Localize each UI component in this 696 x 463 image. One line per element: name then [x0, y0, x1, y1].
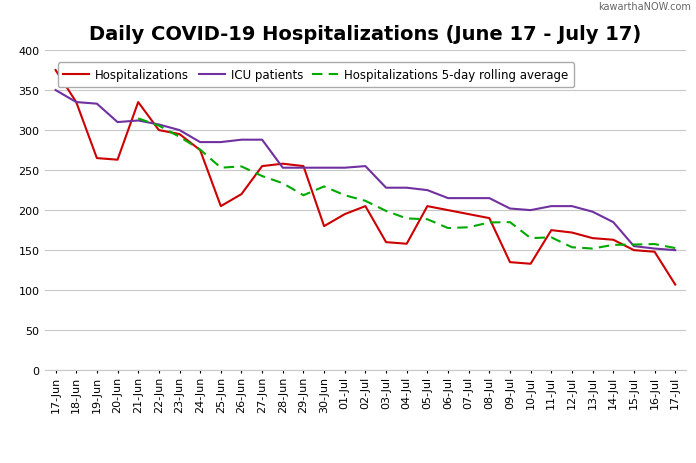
Hospitalizations [609, 238, 617, 243]
Hospitalizations 5-day rolling average [630, 242, 638, 248]
ICU patients [196, 140, 205, 145]
ICU patients [52, 88, 60, 94]
ICU patients [609, 220, 617, 225]
Hospitalizations [630, 248, 638, 253]
Hospitalizations [464, 212, 473, 218]
Hospitalizations 5-day rolling average [155, 124, 163, 129]
Hospitalizations [52, 68, 60, 74]
ICU patients [485, 196, 493, 201]
ICU patients [93, 102, 101, 107]
ICU patients [278, 166, 287, 171]
Hospitalizations [671, 282, 679, 288]
Hospitalizations [216, 204, 225, 209]
Hospitalizations 5-day rolling average [340, 193, 349, 199]
Legend: Hospitalizations, ICU patients, Hospitalizations 5-day rolling average: Hospitalizations, ICU patients, Hospital… [58, 63, 574, 88]
ICU patients [175, 128, 184, 133]
Hospitalizations 5-day rolling average [216, 166, 225, 171]
Title: Daily COVID-19 Hospitalizations (June 17 - July 17): Daily COVID-19 Hospitalizations (June 17… [89, 25, 642, 44]
Hospitalizations 5-day rolling average [444, 226, 452, 232]
Hospitalizations 5-day rolling average [196, 148, 205, 153]
Hospitalizations 5-day rolling average [320, 184, 329, 190]
Hospitalizations 5-day rolling average [382, 209, 390, 214]
ICU patients [155, 122, 163, 128]
Line: Hospitalizations 5-day rolling average: Hospitalizations 5-day rolling average [139, 119, 675, 249]
Hospitalizations 5-day rolling average [588, 246, 596, 252]
ICU patients [72, 100, 81, 106]
Hospitalizations [547, 228, 555, 233]
Hospitalizations 5-day rolling average [485, 220, 493, 226]
Line: Hospitalizations: Hospitalizations [56, 71, 675, 285]
Hospitalizations [72, 100, 81, 106]
Hospitalizations [93, 156, 101, 162]
ICU patients [588, 209, 596, 215]
ICU patients [299, 166, 308, 171]
ICU patients [423, 188, 432, 194]
Hospitalizations [340, 212, 349, 218]
Hospitalizations [155, 128, 163, 133]
Hospitalizations [175, 132, 184, 138]
Hospitalizations 5-day rolling average [361, 199, 370, 204]
Hospitalizations 5-day rolling average [258, 174, 267, 180]
Hospitalizations [402, 241, 411, 247]
Hospitalizations [506, 260, 514, 265]
ICU patients [382, 186, 390, 191]
Hospitalizations 5-day rolling average [299, 193, 308, 199]
Hospitalizations 5-day rolling average [671, 246, 679, 251]
ICU patients [402, 186, 411, 191]
Hospitalizations [423, 204, 432, 209]
ICU patients [671, 248, 679, 253]
Hospitalizations 5-day rolling average [568, 245, 576, 250]
Text: kawarthaNOW.com: kawarthaNOW.com [599, 2, 691, 13]
Hospitalizations 5-day rolling average [278, 181, 287, 187]
Hospitalizations [361, 204, 370, 209]
ICU patients [320, 166, 329, 171]
ICU patients [444, 196, 452, 201]
ICU patients [258, 138, 267, 143]
Hospitalizations [299, 164, 308, 169]
Hospitalizations [320, 224, 329, 229]
Hospitalizations [258, 164, 267, 169]
ICU patients [506, 206, 514, 212]
Hospitalizations [526, 262, 535, 267]
Hospitalizations [196, 148, 205, 154]
ICU patients [361, 164, 370, 169]
ICU patients [464, 196, 473, 201]
Hospitalizations 5-day rolling average [547, 235, 555, 241]
ICU patients [568, 204, 576, 209]
Hospitalizations [650, 250, 658, 255]
Hospitalizations 5-day rolling average [609, 243, 617, 248]
Hospitalizations 5-day rolling average [526, 236, 535, 241]
Hospitalizations [485, 216, 493, 221]
ICU patients [630, 244, 638, 250]
Hospitalizations [237, 192, 246, 197]
ICU patients [340, 166, 349, 171]
Hospitalizations 5-day rolling average [650, 242, 658, 247]
Hospitalizations [382, 240, 390, 245]
Hospitalizations 5-day rolling average [237, 164, 246, 170]
ICU patients [547, 204, 555, 209]
Hospitalizations [278, 162, 287, 167]
ICU patients [237, 138, 246, 143]
Hospitalizations 5-day rolling average [423, 217, 432, 223]
ICU patients [216, 140, 225, 145]
Hospitalizations [134, 100, 143, 106]
Hospitalizations [588, 236, 596, 241]
Hospitalizations [568, 230, 576, 236]
Hospitalizations 5-day rolling average [402, 216, 411, 222]
ICU patients [134, 119, 143, 124]
Hospitalizations 5-day rolling average [464, 225, 473, 231]
Hospitalizations 5-day rolling average [134, 116, 143, 122]
ICU patients [113, 120, 122, 125]
Hospitalizations 5-day rolling average [506, 220, 514, 225]
ICU patients [650, 246, 658, 252]
Hospitalizations 5-day rolling average [175, 135, 184, 140]
Line: ICU patients: ICU patients [56, 91, 675, 250]
Hospitalizations [444, 208, 452, 213]
ICU patients [526, 208, 535, 213]
Hospitalizations [113, 157, 122, 163]
